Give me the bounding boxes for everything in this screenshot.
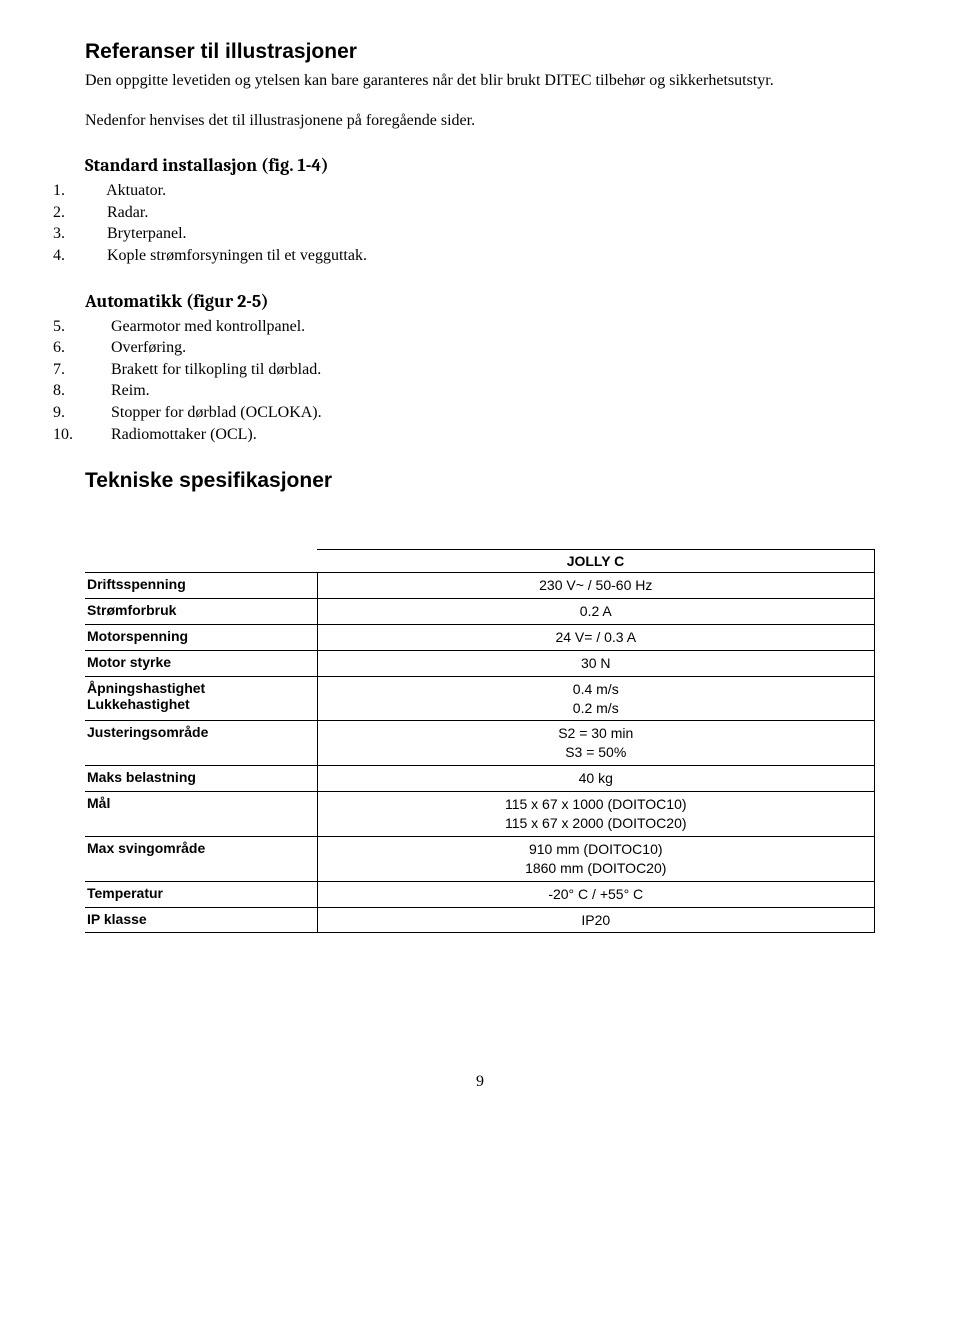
- illustrations-heading: Referanser til illustrasjoner: [85, 40, 875, 64]
- table-row: Justeringsområde S2 = 30 minS3 = 50%: [85, 721, 875, 766]
- intro-paragraph-1: Den oppgitte levetiden og ytelsen kan ba…: [85, 70, 875, 92]
- list-item: 4. Kople strømforsyningen til et veggutt…: [85, 245, 875, 267]
- standard-installation-heading: Standard installasjon (fig. 1-4): [85, 155, 875, 176]
- table-row-value: 230 V~ / 50-60 Hz: [317, 573, 875, 599]
- list-item-text: Radar.: [107, 204, 148, 221]
- table-row: Motorspenning 24 V= / 0.3 A: [85, 624, 875, 650]
- list-item-text: Kople strømforsyningen til et vegguttak.: [107, 247, 367, 264]
- table-row: Maks belastning 40 kg: [85, 766, 875, 792]
- table-row: ÅpningshastighetLukkehastighet 0.4 m/s0.…: [85, 676, 875, 721]
- table-row-label: ÅpningshastighetLukkehastighet: [85, 676, 317, 721]
- table-row-label: IP klasse: [85, 907, 317, 933]
- list-item-text: Aktuator.: [106, 182, 166, 199]
- table-row-value: S2 = 30 minS3 = 50%: [317, 721, 875, 766]
- table-row: Max svingområde 910 mm (DOITOC10)1860 mm…: [85, 836, 875, 881]
- list-item: 3. Bryterpanel.: [85, 223, 875, 245]
- table-row: Strømforbruk 0.2 A: [85, 599, 875, 625]
- table-row-label: Motor styrke: [85, 650, 317, 676]
- list-item: 5. Gearmotor med kontrollpanel.: [85, 316, 875, 338]
- table-header-row: JOLLY C: [85, 550, 875, 573]
- list-item-text: Overføring.: [111, 339, 186, 356]
- table-row-label: Motorspenning: [85, 624, 317, 650]
- table-row: Mål 115 x 67 x 1000 (DOITOC10)115 x 67 x…: [85, 792, 875, 837]
- automatikk-heading: Automatikk (figur 2-5): [85, 291, 875, 312]
- list-item-text: Bryterpanel.: [107, 225, 187, 242]
- list-item: 2. Radar.: [85, 202, 875, 224]
- table-row-label: Driftsspenning: [85, 573, 317, 599]
- table-row: IP klasse IP20: [85, 907, 875, 933]
- automatikk-list: 5. Gearmotor med kontrollpanel. 6. Overf…: [85, 316, 875, 446]
- table-row-label: Max svingområde: [85, 836, 317, 881]
- list-item-text: Radiomottaker (OCL).: [111, 426, 257, 443]
- table-row-label: Justeringsområde: [85, 721, 317, 766]
- table-row: Motor styrke 30 N: [85, 650, 875, 676]
- tech-spec-table: JOLLY C Driftsspenning 230 V~ / 50-60 Hz…: [85, 549, 875, 933]
- table-row-label: Mål: [85, 792, 317, 837]
- table-row-value: 0.4 m/s0.2 m/s: [317, 676, 875, 721]
- list-item: 9. Stopper for dørblad (OCLOKA).: [85, 402, 875, 424]
- list-item-text: Brakett for tilkopling til dørblad.: [111, 361, 321, 378]
- table-row-value: 0.2 A: [317, 599, 875, 625]
- table-column-header: JOLLY C: [317, 550, 875, 573]
- list-item-text: Reim.: [111, 382, 150, 399]
- intro-paragraph-2: Nedenfor henvises det til illustrasjonen…: [85, 110, 875, 132]
- table-row-value: IP20: [317, 907, 875, 933]
- table-row-label: Temperatur: [85, 881, 317, 907]
- table-row: Temperatur -20° C / +55° C: [85, 881, 875, 907]
- table-row-value: 115 x 67 x 1000 (DOITOC10)115 x 67 x 200…: [317, 792, 875, 837]
- table-row-value: 24 V= / 0.3 A: [317, 624, 875, 650]
- list-item: 8. Reim.: [85, 380, 875, 402]
- standard-installation-list: 1. Aktuator. 2. Radar. 3. Bryterpanel. 4…: [85, 180, 875, 266]
- list-item: 1. Aktuator.: [85, 180, 875, 202]
- table-corner-cell: [85, 550, 317, 573]
- table-row-value: 30 N: [317, 650, 875, 676]
- table-row-label: Maks belastning: [85, 766, 317, 792]
- tech-spec-heading: Tekniske spesifikasjoner: [85, 469, 875, 493]
- list-item-text: Stopper for dørblad (OCLOKA).: [111, 404, 322, 421]
- list-item-text: Gearmotor med kontrollpanel.: [111, 318, 305, 335]
- list-item: 6. Overføring.: [85, 337, 875, 359]
- page-number: 9: [85, 1073, 875, 1091]
- list-item: 7. Brakett for tilkopling til dørblad.: [85, 359, 875, 381]
- list-item: 10. Radiomottaker (OCL).: [85, 424, 875, 446]
- table-row: Driftsspenning 230 V~ / 50-60 Hz: [85, 573, 875, 599]
- table-row-value: 40 kg: [317, 766, 875, 792]
- table-row-label: Strømforbruk: [85, 599, 317, 625]
- table-row-value: 910 mm (DOITOC10)1860 mm (DOITOC20): [317, 836, 875, 881]
- table-row-value: -20° C / +55° C: [317, 881, 875, 907]
